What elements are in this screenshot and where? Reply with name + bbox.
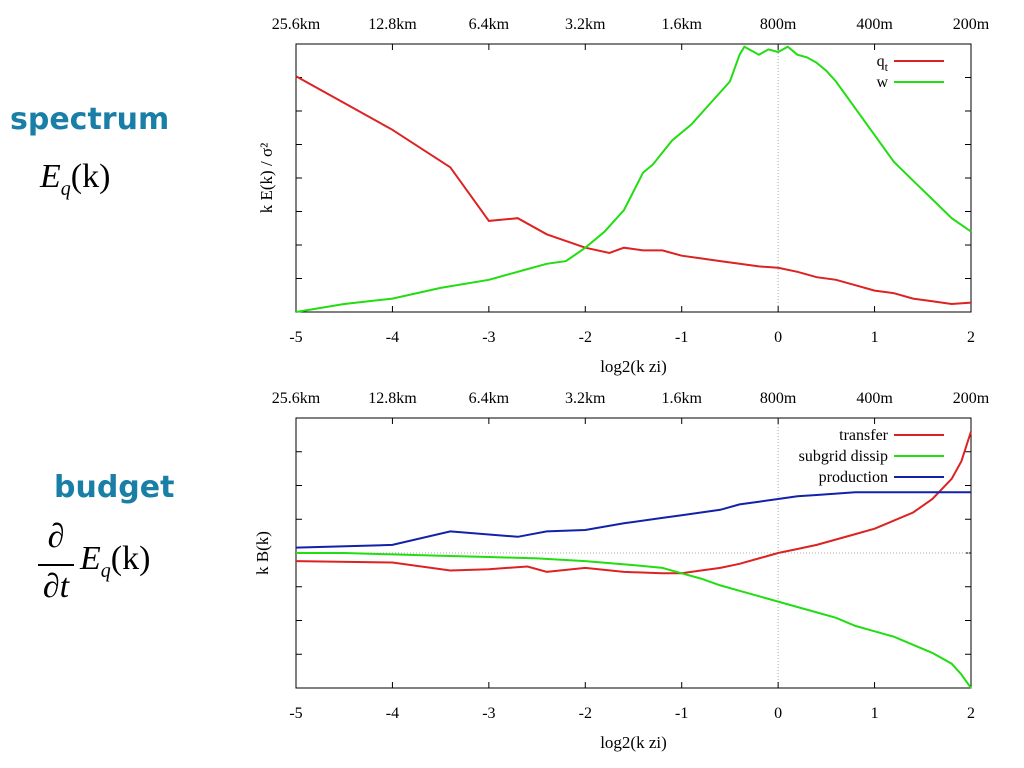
x-tick-label: -3 [482, 705, 495, 722]
x-axis-label: log2(k zi) [600, 357, 667, 376]
top-tick-label: 400m [856, 390, 893, 407]
top-tick-label: 800m [760, 16, 797, 33]
legend-label: subgrid dissip [799, 448, 888, 465]
top-tick-label: 200m [953, 390, 990, 407]
top-tick-label: 12.8km [368, 16, 417, 33]
top-tick-label: 200m [953, 16, 990, 33]
x-tick-label: 2 [967, 329, 975, 346]
budget-symbol: E [80, 540, 101, 577]
series-line-w [295, 45, 972, 313]
x-tick-label: 1 [871, 329, 879, 346]
top-tick-label: 12.8km [368, 390, 417, 407]
budget-title: budget [54, 470, 175, 505]
x-tick-label: 0 [774, 329, 782, 346]
series-line-transfer [295, 431, 972, 575]
chart-2: -5 25.6km -4 12.8km -3 6.4km -2 3.2km -1 1.6km 0 80… [253, 390, 990, 752]
budget-formula: Eq(k) [80, 540, 150, 583]
x-tick-label: -1 [675, 329, 688, 346]
spectrum-subscript: q [60, 178, 71, 200]
spectrum-formula: Eq(k) [40, 158, 110, 201]
x-tick-label: -4 [386, 705, 399, 722]
legend-label: production [819, 469, 888, 486]
spectrum-argument: (k) [70, 158, 111, 195]
x-axis-label: log2(k zi) [600, 733, 667, 752]
spectrum-title: spectrum [10, 102, 170, 137]
x-tick-label: -4 [386, 329, 399, 346]
x-tick-label: 0 [774, 705, 782, 722]
x-tick-label: -3 [482, 329, 495, 346]
fraction-bar [38, 564, 74, 566]
x-tick-label: 1 [871, 705, 879, 722]
partial-denominator: ∂t [42, 568, 70, 605]
top-tick-label: 3.2km [565, 390, 606, 407]
top-tick-label: 400m [856, 16, 893, 33]
x-tick-label: -5 [289, 705, 302, 722]
x-tick-label: -1 [675, 705, 688, 722]
y-axis-label: k E(k) / σ² [257, 143, 276, 213]
top-tick-label: 3.2km [565, 16, 606, 33]
x-tick-label: -2 [579, 329, 592, 346]
legend-subscript: t [885, 60, 889, 74]
x-tick-label: -2 [579, 705, 592, 722]
top-tick-label: 6.4km [469, 390, 510, 407]
series-line-production [295, 491, 971, 549]
series-line-qt [295, 75, 972, 306]
legend-label: transfer [839, 427, 889, 444]
y-axis-label: k B(k) [253, 531, 272, 575]
series-line-subgrid-dissip [296, 552, 972, 689]
chart-1: -5 25.6km -4 12.8km -3 6.4km -2 3.2km -1 1.6km 0 80… [257, 16, 990, 376]
legend-label: qt [877, 53, 889, 74]
legend-label: w [876, 74, 888, 91]
x-tick-label: 2 [967, 705, 975, 722]
budget-subscript: q [100, 560, 111, 582]
plot-frame [295, 43, 972, 313]
top-tick-label: 25.6km [272, 390, 321, 407]
top-tick-label: 1.6km [661, 16, 702, 33]
top-tick-label: 25.6km [272, 16, 321, 33]
top-tick-label: 800m [760, 390, 797, 407]
spectrum-symbol: E [40, 158, 61, 195]
top-tick-label: 1.6km [661, 390, 702, 407]
budget-argument: (k) [110, 540, 151, 577]
partial-numerator: ∂ [47, 518, 65, 555]
top-tick-label: 6.4km [469, 16, 510, 33]
x-tick-label: -5 [289, 329, 302, 346]
